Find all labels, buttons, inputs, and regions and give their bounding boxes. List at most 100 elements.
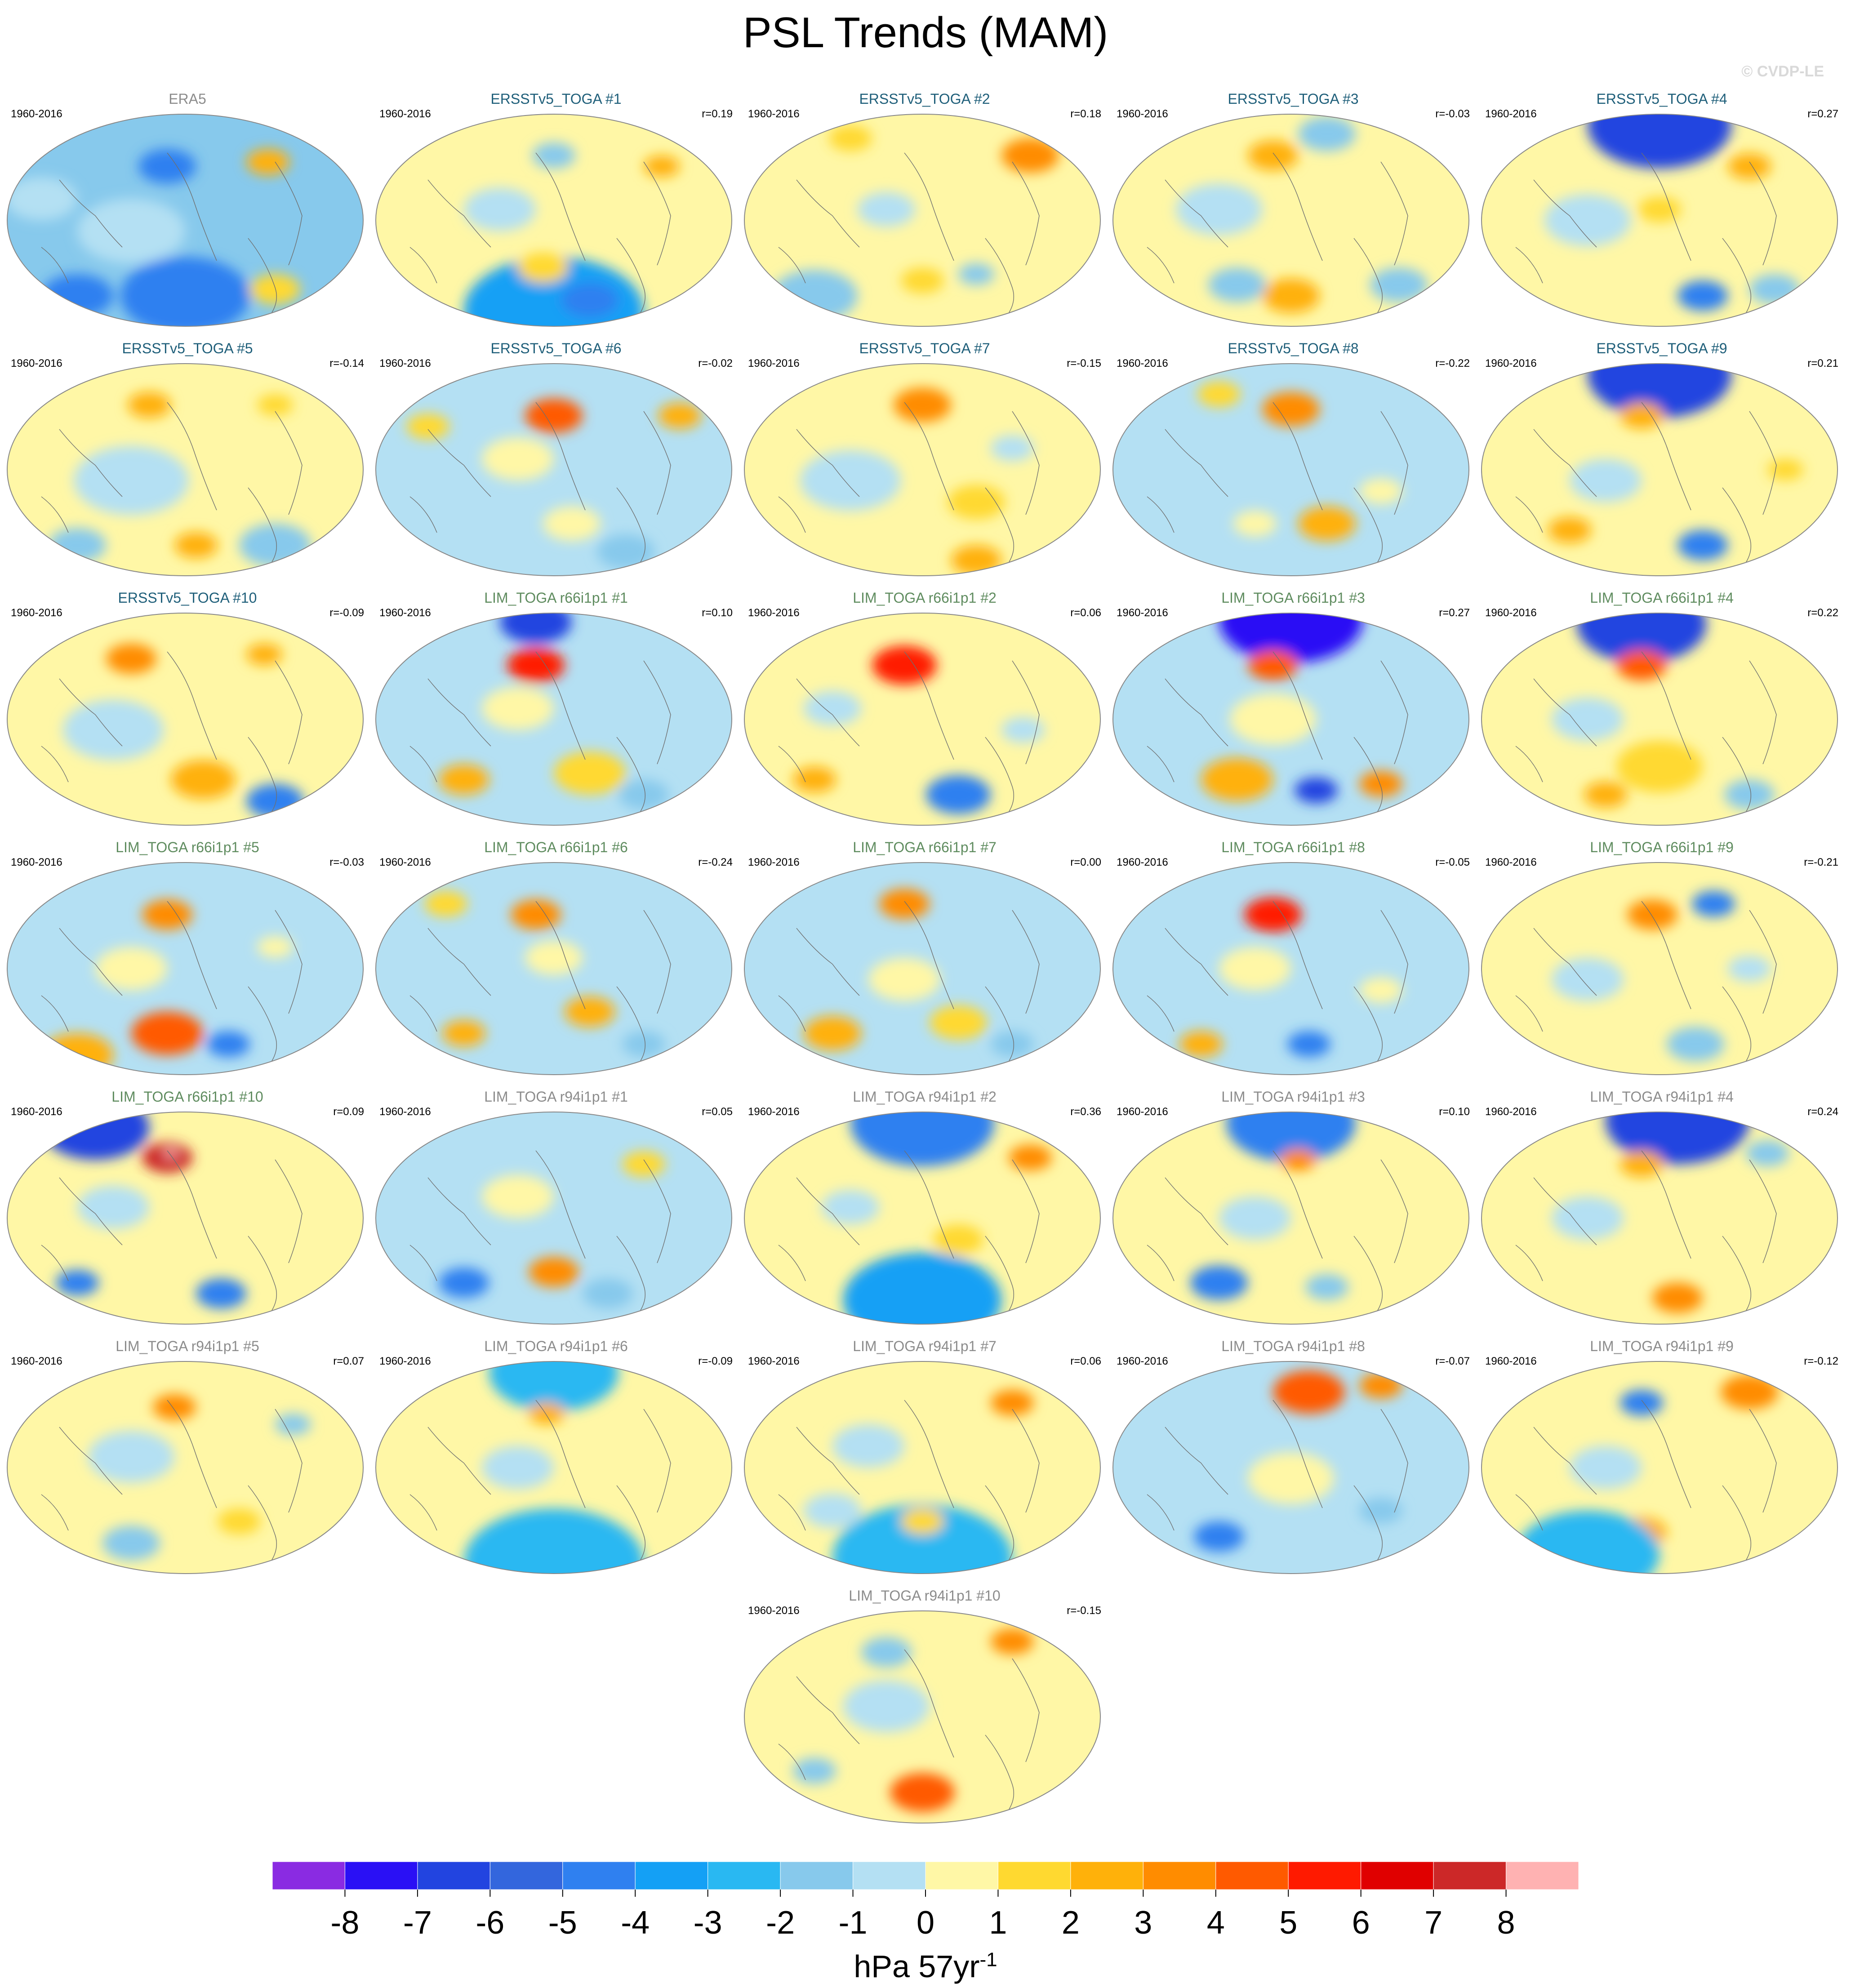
- map-panel: LIM_TOGA r94i1p1 #6 1960-2016 r=-0.09: [374, 1337, 738, 1575]
- colorbar-tick-label: -1: [839, 1905, 868, 1941]
- map-border: [1481, 114, 1838, 327]
- coastline: [616, 986, 646, 1063]
- map-border: [375, 613, 732, 826]
- coastline: [1353, 986, 1383, 1063]
- coastline: [1273, 1400, 1323, 1508]
- coastline: [985, 1236, 1014, 1313]
- trend-anomaly: [1298, 506, 1356, 541]
- coastline: [904, 1150, 954, 1259]
- map-panel: ERSSTv5_TOGA #4 1960-2016 r=0.27: [1480, 90, 1844, 328]
- trend-anomaly: [858, 192, 915, 227]
- trend-anomaly: [1588, 364, 1731, 418]
- coastline: [535, 152, 586, 261]
- trend-anomaly: [246, 149, 289, 175]
- map-panel: ERSSTv5_TOGA #10 1960-2016 r=-0.09: [5, 589, 369, 827]
- panel-period: 1960-2016: [1485, 607, 1537, 619]
- panel-title: ERSSTv5_TOGA #1: [490, 91, 622, 107]
- trend-anomaly: [991, 1390, 1034, 1416]
- trend-anomaly: [532, 142, 575, 169]
- colorbar-tick-label: -2: [766, 1905, 795, 1941]
- coastline: [1641, 901, 1691, 1010]
- coastline: [1273, 1150, 1323, 1259]
- trend-anomaly: [933, 1224, 983, 1255]
- trend-anomaly: [1359, 1498, 1402, 1524]
- trend-anomaly: [1370, 267, 1428, 302]
- panel-correlation: r=-0.02: [698, 357, 733, 369]
- coastline: [1749, 910, 1777, 1014]
- panel-period: 1960-2016: [1117, 1106, 1168, 1118]
- coastline: [1353, 1236, 1383, 1313]
- map-panel: LIM_TOGA r94i1p1 #10 1960-2016 r=-0.15: [743, 1587, 1107, 1825]
- coastline: [167, 402, 217, 511]
- panel-period: 1960-2016: [11, 108, 62, 120]
- coastline: [616, 1236, 646, 1313]
- coastline: [409, 1245, 437, 1281]
- coastline: [1533, 678, 1597, 747]
- trend-anomaly: [1262, 278, 1320, 313]
- trend-anomaly: [771, 270, 858, 322]
- coastline: [796, 179, 860, 248]
- trend-anomaly: [77, 199, 185, 263]
- coastline: [59, 928, 123, 996]
- map-projection: [375, 363, 732, 576]
- map-border: [744, 363, 1101, 576]
- panel-title: LIM_TOGA r66i1p1 #1: [484, 590, 628, 606]
- coastline: [1273, 901, 1323, 1010]
- trend-anomaly: [507, 648, 565, 683]
- map-border: [744, 862, 1101, 1075]
- coastline: [904, 651, 954, 760]
- trend-anomaly: [991, 1628, 1034, 1654]
- trend-anomaly: [793, 766, 836, 793]
- map-panel: LIM_TOGA r94i1p1 #8 1960-2016 r=-0.07: [1111, 1337, 1475, 1575]
- coastline: [1722, 1485, 1752, 1562]
- trend-anomaly: [861, 1637, 912, 1668]
- coastline: [1165, 179, 1228, 248]
- panel-title: ERSSTv5_TOGA #7: [859, 340, 990, 356]
- coastline: [41, 1494, 69, 1531]
- panel-period: 1960-2016: [11, 856, 62, 868]
- panel-period: 1960-2016: [1485, 357, 1537, 369]
- panel-title: LIM_TOGA r66i1p1 #10: [111, 1089, 263, 1105]
- trend-anomaly: [464, 188, 536, 231]
- map-panel: LIM_TOGA r94i1p1 #7 1960-2016 r=0.06: [743, 1337, 1107, 1575]
- map-projection: [7, 1361, 364, 1574]
- trend-anomaly: [239, 524, 311, 567]
- trend-anomaly: [1620, 1151, 1663, 1177]
- map-panel: LIM_TOGA r94i1p1 #3 1960-2016 r=0.10: [1111, 1088, 1475, 1326]
- coastline: [409, 1494, 437, 1531]
- trend-anomaly: [1767, 459, 1803, 480]
- colorbar-tick-label: -7: [403, 1905, 432, 1941]
- trend-anomaly: [246, 784, 304, 818]
- coastline: [904, 152, 954, 261]
- page-title: PSL Trends (MAM): [743, 9, 1108, 57]
- trend-anomaly: [622, 1031, 665, 1057]
- panel-period: 1960-2016: [1117, 108, 1168, 120]
- coastline: [248, 1485, 277, 1562]
- map-border: [1481, 1112, 1838, 1325]
- trend-anomaly: [1552, 1196, 1624, 1240]
- panel-period: 1960-2016: [11, 357, 62, 369]
- trend-anomaly: [1287, 1031, 1330, 1057]
- coastline: [167, 901, 217, 1010]
- coastline: [1533, 1177, 1597, 1245]
- coastline: [41, 995, 69, 1032]
- panel-title: LIM_TOGA r66i1p1 #3: [1221, 590, 1365, 606]
- coastline: [427, 1177, 491, 1245]
- panel-correlation: r=0.19: [702, 108, 733, 120]
- trend-anomaly: [196, 1278, 246, 1309]
- trend-anomaly: [138, 149, 196, 184]
- coastline: [796, 678, 860, 747]
- colorbar-tick-label: 2: [1062, 1905, 1080, 1941]
- trend-anomaly: [439, 764, 489, 795]
- colorbar-swatch: [1361, 1862, 1434, 1890]
- coastline: [535, 901, 586, 1010]
- trend-anomaly: [1570, 459, 1642, 502]
- coastline: [1380, 1159, 1408, 1263]
- trend-anomaly: [77, 1186, 149, 1229]
- coastline: [1353, 487, 1383, 565]
- map-border: [7, 613, 364, 826]
- trend-anomaly: [1001, 138, 1059, 173]
- panel-period: 1960-2016: [379, 108, 431, 120]
- trend-anomaly: [554, 752, 626, 795]
- trend-anomaly: [879, 889, 930, 919]
